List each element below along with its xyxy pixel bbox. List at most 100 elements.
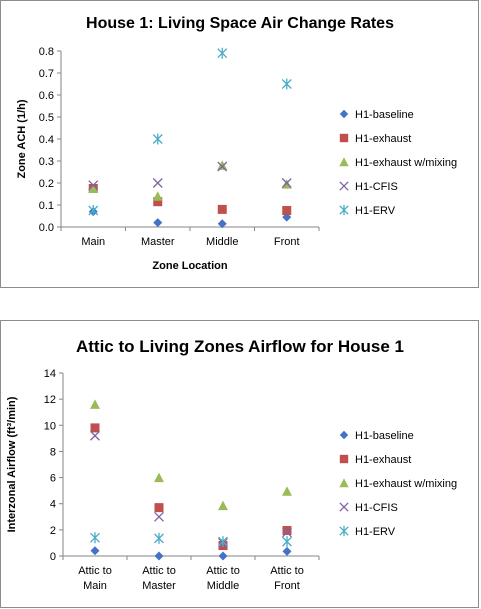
series-h1-exhaust-w-mixing	[90, 399, 292, 511]
legend-marker	[339, 181, 349, 191]
chart-panel-attic-airflow: Attic to Living Zones Airflow for House …	[0, 320, 479, 608]
data-point	[282, 527, 292, 538]
legend-label: H1-exhaust w/mixing	[355, 478, 457, 490]
legend-marker	[339, 430, 349, 440]
y-tick-label: 0.7	[39, 68, 54, 80]
legend-marker	[339, 109, 349, 119]
y-tick-label: 2	[50, 525, 56, 537]
data-point	[218, 536, 228, 548]
y-tick-label: 0.4	[39, 134, 54, 146]
x-axis-title: Zone Location	[152, 260, 227, 272]
legend-label: H1-ERV	[355, 526, 396, 538]
series-h1-baseline	[90, 546, 292, 561]
chart-title: House 1: Living Space Air Change Rates	[86, 15, 394, 32]
data-point	[154, 503, 164, 513]
x-tick-label: Attic to	[270, 565, 304, 577]
data-point	[154, 551, 164, 561]
legend-marker	[339, 204, 349, 216]
series-h1-cfis	[90, 430, 292, 548]
legend-label: H1-exhaust	[355, 454, 411, 466]
chart-panel-air-change-rates: House 1: Living Space Air Change Rates 0.…	[0, 0, 479, 288]
x-tick-label: Front	[274, 580, 300, 592]
data-point	[281, 78, 292, 90]
y-tick-label: 0.3	[39, 156, 54, 168]
legend-marker	[339, 478, 349, 488]
series-h1-erv	[90, 532, 292, 548]
y-axis-title: Interzonal Airflow (ft³/min)	[6, 396, 18, 532]
legend-label: H1-baseline	[355, 430, 414, 442]
y-tick-label: 0.8	[39, 46, 54, 58]
y-tick-label: 6	[50, 473, 56, 485]
x-tick-label: Attic to	[206, 565, 240, 577]
data-point	[217, 47, 228, 59]
legend-label: H1-CFIS	[355, 181, 398, 193]
data-point	[217, 204, 227, 214]
data-point	[90, 399, 100, 409]
y-tick-label: 10	[44, 420, 56, 432]
chart-title: Attic to Living Zones Airflow for House …	[76, 337, 404, 356]
data-point	[217, 161, 228, 172]
data-point	[218, 500, 228, 511]
y-tick-label: 8	[50, 446, 56, 458]
y-tick-label: 0.1	[39, 200, 54, 212]
legend-marker	[339, 133, 349, 143]
legend: H1-baseline H1-exhaust H1-exhaust w/mixing…	[339, 430, 457, 538]
y-tick-label: 4	[50, 499, 56, 511]
data-point	[153, 218, 163, 228]
y-tick-label: 0.0	[39, 222, 54, 234]
y-tick-label: 0.6	[39, 90, 54, 102]
y-axis-title: Zone ACH (1/h)	[16, 99, 28, 178]
data-point	[282, 546, 292, 556]
data-point	[154, 532, 164, 544]
attic-airflow-chart: Attic to Living Zones Airflow for House …	[6, 337, 457, 592]
data-point	[218, 551, 228, 561]
data-point	[90, 532, 100, 544]
x-tick-label: Main	[83, 580, 107, 592]
legend-marker	[339, 502, 349, 512]
data-point	[90, 430, 100, 441]
data-point	[217, 219, 227, 229]
series-h1-cfis	[88, 161, 292, 191]
y-tick-label: 0	[50, 551, 56, 563]
x-tick-label: Front	[274, 236, 300, 248]
y-tick-label: 14	[44, 368, 56, 380]
legend: H1-baseline H1-exhaust H1-exhaust w/mixing…	[339, 109, 457, 217]
x-tick-label: Master	[142, 580, 176, 592]
data-point	[154, 472, 164, 483]
legend-label: H1-CFIS	[355, 502, 398, 514]
legend-label: H1-exhaust w/mixing	[355, 157, 457, 169]
data-point	[90, 423, 100, 433]
y-tick-label: 12	[44, 394, 56, 406]
legend-marker	[339, 157, 349, 167]
series-h1-exhaust	[88, 184, 292, 215]
data-point	[152, 178, 163, 188]
data-point	[152, 191, 163, 201]
data-point	[282, 526, 292, 536]
x-tick-label: Attic to	[142, 565, 176, 577]
y-tick-label: 0.2	[39, 178, 54, 190]
data-point	[282, 486, 292, 496]
data-point	[153, 197, 163, 207]
data-point	[88, 180, 99, 191]
data-point	[88, 205, 99, 216]
series-h1-baseline	[88, 207, 292, 229]
data-point	[90, 546, 100, 556]
data-point	[217, 160, 228, 170]
series-h1-erv	[88, 47, 292, 216]
legend-marker	[339, 525, 349, 537]
data-point	[152, 133, 163, 145]
x-tick-label: Attic to	[78, 565, 112, 577]
data-point	[282, 206, 292, 215]
data-point	[88, 183, 99, 193]
x-tick-label: Main	[81, 236, 105, 248]
data-point	[154, 511, 164, 522]
legend-label: H1-baseline	[355, 109, 414, 121]
air-change-rates-chart: House 1: Living Space Air Change Rates 0.…	[16, 15, 457, 272]
x-tick-label: Middle	[206, 236, 238, 248]
data-point	[281, 178, 292, 188]
legend-label: H1-exhaust	[355, 133, 411, 145]
data-point	[282, 536, 292, 548]
x-tick-label: Master	[141, 236, 175, 248]
x-tick-label: Middle	[207, 580, 239, 592]
series-h1-exhaust-w-mixing	[88, 160, 292, 201]
